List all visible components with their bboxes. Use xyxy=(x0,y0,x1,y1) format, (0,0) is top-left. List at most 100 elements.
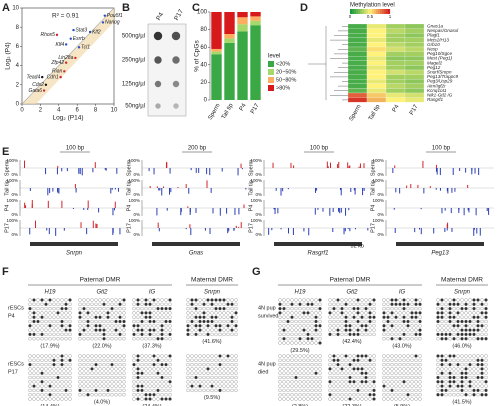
heatmap-cell xyxy=(404,33,425,38)
cpg-site xyxy=(28,358,32,362)
cpg-site xyxy=(64,384,68,388)
cpg-site xyxy=(68,332,72,337)
cpg-site xyxy=(382,315,386,319)
cpg-site xyxy=(86,337,90,341)
bar-segment xyxy=(211,54,222,100)
cpg-site xyxy=(86,393,90,397)
cpg-site xyxy=(68,367,72,371)
track-bar xyxy=(29,188,31,191)
cpg-site xyxy=(410,319,414,324)
cpg-site xyxy=(206,371,210,375)
cpg-site xyxy=(214,371,218,375)
cpg-site xyxy=(214,315,218,319)
cpg-site xyxy=(286,311,290,315)
cpg-site xyxy=(110,380,114,384)
heatmap-cell xyxy=(347,69,368,75)
cpg-site xyxy=(86,375,90,380)
column-label: P17 xyxy=(173,8,185,22)
group-header: Paternal DMR xyxy=(330,277,371,284)
cpg-site xyxy=(302,319,306,324)
cpg-site xyxy=(418,384,422,388)
cpg-site xyxy=(468,328,472,332)
cpg-site xyxy=(56,332,60,337)
cpg-site xyxy=(364,371,368,375)
track-bar xyxy=(340,208,342,213)
cpg-site xyxy=(278,380,282,384)
cpg-site xyxy=(64,302,68,306)
track-bar xyxy=(119,228,121,235)
cpg-site xyxy=(348,388,352,393)
cpg-site xyxy=(468,354,472,358)
cpg-site xyxy=(476,332,480,337)
track-bar xyxy=(55,228,57,236)
cpg-site xyxy=(394,354,398,358)
track-bar xyxy=(221,168,223,172)
cpg-site xyxy=(436,298,440,302)
cpg-site xyxy=(122,298,126,302)
track-bar xyxy=(274,208,276,215)
annotation: R² = 0.91 xyxy=(52,13,79,20)
cpg-site xyxy=(48,375,52,380)
cpg-site xyxy=(410,332,414,337)
cpg-site xyxy=(94,367,98,371)
cpg-site xyxy=(206,306,210,311)
cpg-site xyxy=(472,367,476,371)
cpg-site xyxy=(368,332,372,337)
cpg-site xyxy=(318,311,322,315)
cpg-site xyxy=(360,328,364,332)
cpg-site xyxy=(468,302,472,306)
cpg-site xyxy=(314,375,318,380)
heatmap-cell xyxy=(385,97,406,103)
cpg-site xyxy=(144,393,148,397)
cpg-site xyxy=(440,315,444,319)
cpg-site xyxy=(356,388,360,393)
cpg-site xyxy=(214,319,218,324)
cpg-site xyxy=(122,315,126,319)
x-tick-label: 6 xyxy=(76,108,80,114)
cpg-site xyxy=(90,371,94,375)
cpg-site xyxy=(406,367,410,371)
cpg-site xyxy=(186,319,190,324)
cpg-site xyxy=(234,371,238,375)
cpg-site xyxy=(186,384,190,388)
heatmap-cell xyxy=(385,60,406,66)
cpg-site xyxy=(156,375,160,380)
cpg-site xyxy=(102,311,106,315)
track-bar xyxy=(227,228,229,234)
cpg-site xyxy=(344,388,348,393)
heatmap-cell xyxy=(366,97,387,103)
point xyxy=(69,37,72,40)
cpg-site xyxy=(28,311,32,315)
cpg-site xyxy=(282,315,286,319)
track-bar xyxy=(61,168,63,172)
cpg-site xyxy=(202,354,206,358)
point-label: Lin28a xyxy=(58,55,73,61)
cpg-site xyxy=(106,302,110,306)
cpg-site xyxy=(282,324,286,328)
cpg-site xyxy=(306,298,310,302)
x-tick-label: 4 xyxy=(57,108,61,114)
cpg-site xyxy=(318,306,322,311)
cpg-site xyxy=(148,380,152,384)
cpg-site xyxy=(168,388,172,393)
cpg-site xyxy=(286,302,290,306)
cpg-site xyxy=(444,315,448,319)
cpg-site xyxy=(484,319,488,324)
cpg-site xyxy=(60,380,64,384)
cpg-site xyxy=(28,388,32,393)
cpg-site xyxy=(202,328,206,332)
cpg-site xyxy=(402,362,406,367)
cpg-site xyxy=(48,328,52,332)
cpg-site xyxy=(68,315,72,319)
cpg-site xyxy=(302,298,306,302)
cpg-site xyxy=(40,328,44,332)
cpg-site xyxy=(48,371,52,375)
track-bar xyxy=(243,204,245,208)
cpg-site xyxy=(218,362,222,367)
cpg-site xyxy=(372,375,376,380)
cpg-site xyxy=(160,397,164,401)
cpg-site xyxy=(52,384,56,388)
cpg-site xyxy=(36,337,40,341)
cpg-site xyxy=(402,367,406,371)
cpg-site xyxy=(132,375,136,380)
